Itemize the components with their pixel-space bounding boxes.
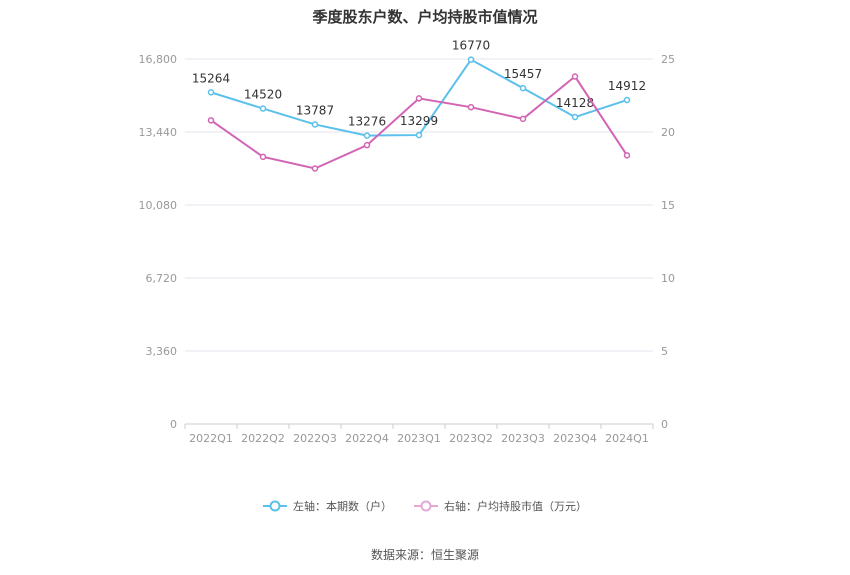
line-chart: 0 3,360 6,720 10,080 13,440 16,800 0 5 10 15 20 25 2… <box>139 39 676 445</box>
y-right-tick-label: 25 <box>661 53 675 66</box>
data-label: 13787 <box>296 103 334 117</box>
data-point-avg-value <box>623 152 631 159</box>
y-right-tick-label: 20 <box>661 126 675 139</box>
y-left-tick-label: 0 <box>170 418 177 431</box>
data-point-holders <box>467 56 475 63</box>
data-label: 15264 <box>192 71 230 85</box>
x-tick-label: 2023Q1 <box>397 432 441 445</box>
data-label: 13299 <box>400 114 438 128</box>
x-tick-label: 2022Q2 <box>241 432 285 445</box>
legend: 左轴：本期数（户） 右轴：户均持股市值（万元） <box>0 498 850 514</box>
x-tick-label: 2022Q4 <box>345 432 389 445</box>
legend-label-right: 右轴：户均持股市值（万元） <box>444 500 587 513</box>
data-point-avg-value <box>259 153 267 161</box>
data-label: 14128 <box>556 96 594 110</box>
y-left-tick-label: 10,080 <box>139 199 178 212</box>
data-source-note: 数据来源：恒生聚源 <box>370 548 479 562</box>
y-right-tick-label: 5 <box>661 345 668 358</box>
chart-title: 季度股东户数、户均持股市值情况 <box>312 8 538 26</box>
data-point-holders <box>415 131 423 139</box>
x-tick-label: 2023Q3 <box>501 432 545 445</box>
x-tick-label: 2022Q3 <box>293 432 337 445</box>
data-point-avg-value <box>415 95 423 102</box>
data-label: 15457 <box>504 67 542 81</box>
y-right-tick-label: 0 <box>661 418 668 431</box>
data-point-holders <box>311 121 319 128</box>
data-point-holders <box>207 89 215 96</box>
legend-label-left: 左轴：本期数（户） <box>293 500 392 513</box>
y-left-tick-label: 3,360 <box>146 345 178 358</box>
data-label: 13276 <box>348 115 386 129</box>
data-label: 14520 <box>244 88 282 102</box>
legend-item-right-axis[interactable]: 右轴：户均持股市值（万元） <box>414 498 587 514</box>
data-point-holders <box>259 105 267 112</box>
data-point-avg-value <box>467 103 475 111</box>
data-label: 16770 <box>452 39 490 53</box>
x-tick-label: 2023Q4 <box>553 432 597 445</box>
legend-swatch-right-icon <box>414 500 438 512</box>
y-right-tick-label: 10 <box>661 272 675 285</box>
data-label: 14912 <box>608 79 646 93</box>
data-point-holders <box>623 96 631 104</box>
data-point-holders <box>363 132 371 139</box>
x-tick-label: 2022Q1 <box>189 432 233 445</box>
legend-swatch-left-icon <box>263 500 287 512</box>
data-point-avg-value <box>207 117 215 124</box>
data-point-avg-value <box>363 141 371 149</box>
y-right-tick-label: 15 <box>661 199 675 212</box>
y-left-tick-label: 16,800 <box>139 53 178 66</box>
legend-item-left-axis[interactable]: 左轴：本期数（户） <box>263 498 392 514</box>
y-left-tick-label: 13,440 <box>139 126 178 139</box>
data-point-holders <box>519 84 527 92</box>
x-tick-label: 2023Q2 <box>449 432 493 445</box>
data-point-avg-value <box>571 73 579 80</box>
data-point-avg-value <box>311 165 319 172</box>
data-point-avg-value <box>519 115 527 123</box>
y-left-tick-label: 6,720 <box>146 272 178 285</box>
x-tick-label: 2024Q1 <box>605 432 649 445</box>
data-point-holders <box>571 113 579 121</box>
